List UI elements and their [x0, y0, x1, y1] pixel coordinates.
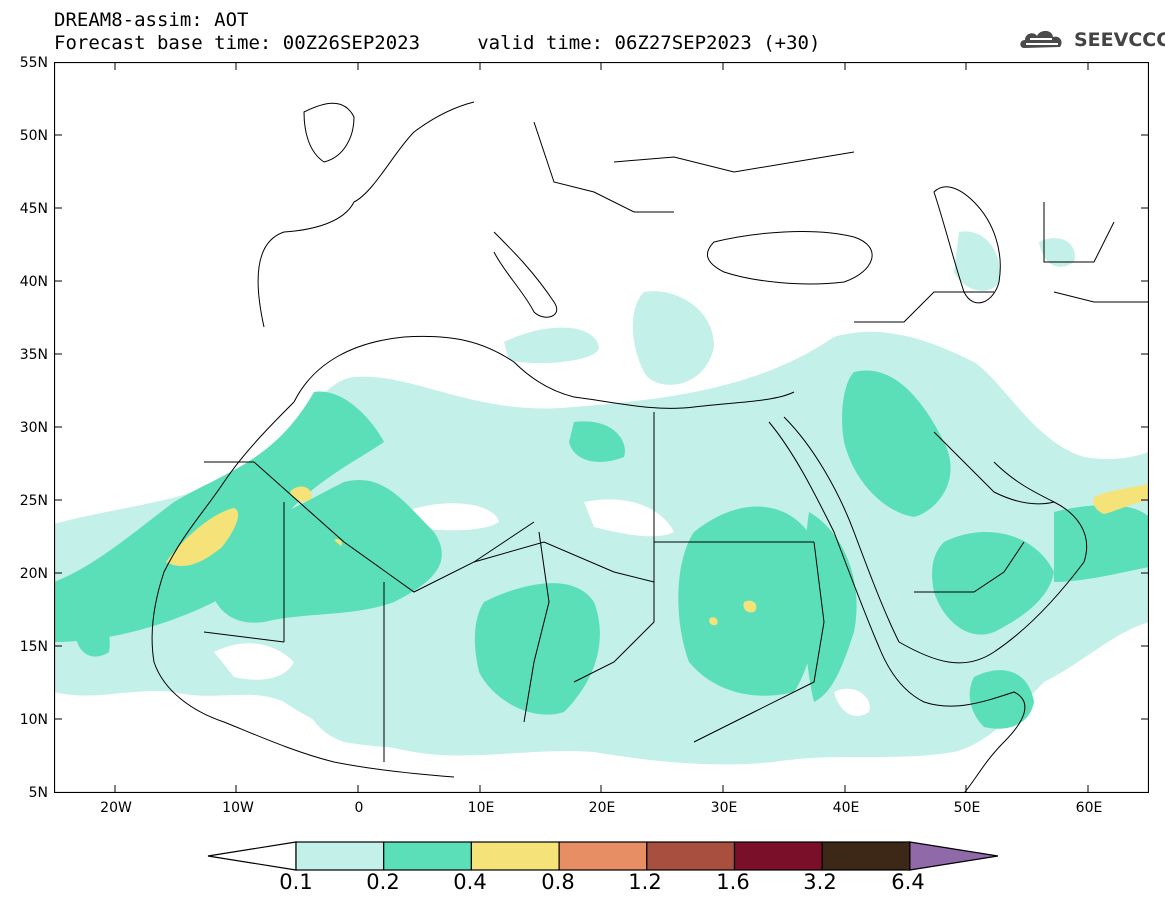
aot-0.4-0.8-shading — [166, 484, 1149, 626]
colorbar-under-arrow — [207, 841, 297, 871]
cloud-icon — [1020, 30, 1062, 48]
lon-label-20w: 20W — [100, 800, 132, 816]
lon-label-10e: 10E — [467, 800, 495, 816]
axis-ticks — [54, 62, 1149, 793]
aot-holes — [214, 499, 870, 716]
colorbar-label-0.2: 0.2 — [366, 870, 400, 894]
map-border — [54, 62, 1149, 793]
colorbar-cell-1.2-1.6 — [646, 841, 736, 871]
chart-title: DREAM8-assim: AOT — [54, 9, 249, 31]
lon-label-0: 0 — [354, 800, 364, 816]
colorbar-cell-0.8-1.2 — [558, 841, 648, 871]
lat-label-30n: 30N — [19, 420, 48, 436]
lat-label-25n: 25N — [19, 493, 48, 509]
forecast-times: Forecast base time: 00Z26SEP2023 valid t… — [54, 32, 821, 54]
colorbar-label-1.6: 1.6 — [716, 870, 750, 894]
lat-label-10n: 10N — [19, 712, 48, 728]
colorbar-cell-0.4-0.8 — [470, 841, 560, 871]
colorbar-over-arrow — [909, 841, 998, 871]
lat-label-5n: 5N — [28, 785, 48, 801]
lon-label-40e: 40E — [832, 800, 860, 816]
colorbar-label-0.1: 0.1 — [279, 870, 313, 894]
lat-label-20n: 20N — [19, 566, 48, 582]
colorbar-cell-0.1-0.2 — [295, 841, 385, 871]
colorbar-cell-0.2-0.4 — [383, 841, 472, 871]
logo-text: SEEVCCC — [1074, 29, 1165, 51]
lon-label-50e: 50E — [953, 800, 981, 816]
lat-label-55n: 55N — [19, 55, 48, 71]
lon-label-10w: 10W — [222, 800, 254, 816]
lat-label-35n: 35N — [19, 347, 48, 363]
lat-label-40n: 40N — [19, 274, 48, 290]
colorbar-label-1.2: 1.2 — [628, 870, 662, 894]
colorbar — [207, 841, 998, 871]
colorbar-cell-1.6-3.2 — [733, 841, 823, 871]
lon-label-30e: 30E — [710, 800, 738, 816]
lat-label-15n: 15N — [19, 639, 48, 655]
coastlines-borders — [151, 101, 1149, 793]
colorbar-label-0.8: 0.8 — [541, 870, 575, 894]
colorbar-label-0.4: 0.4 — [453, 870, 487, 894]
lon-label-60e: 60E — [1075, 800, 1103, 816]
colorbar-label-3.2: 3.2 — [803, 870, 837, 894]
lat-label-45n: 45N — [19, 201, 48, 217]
aot-map — [54, 62, 1149, 793]
colorbar-label-6.4: 6.4 — [891, 870, 925, 894]
lon-label-20e: 20E — [588, 800, 616, 816]
colorbar-cell-3.2-6.4 — [821, 841, 911, 871]
lat-label-50n: 50N — [19, 128, 48, 144]
seevccc-logo: SEEVCCC — [1018, 26, 1165, 54]
